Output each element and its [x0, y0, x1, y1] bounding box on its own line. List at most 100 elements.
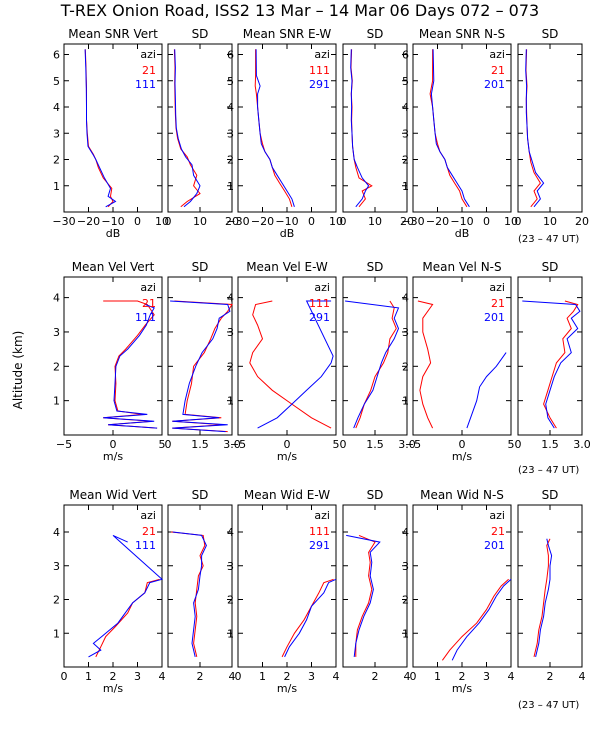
y-tick-label: 2 — [227, 594, 234, 607]
y-tick-label: 1 — [402, 627, 409, 640]
y-tick-label: 4 — [227, 526, 234, 539]
panel-title: SD — [192, 260, 209, 274]
y-tick-label: 3 — [402, 127, 409, 140]
y-tick-label: 1 — [402, 180, 409, 193]
x-tick-label: −5 — [405, 438, 421, 451]
x-tick-label: 2 — [372, 670, 379, 683]
y-tick-label: 5 — [53, 75, 60, 88]
x-axis-label: m/s — [103, 450, 123, 463]
x-tick-label: 2 — [284, 670, 291, 683]
x-tick-label: −30 — [52, 215, 75, 228]
x-tick-label: 0 — [134, 215, 141, 228]
legend-entry: 111 — [309, 64, 330, 77]
series-line-111 — [350, 49, 373, 208]
panel-14: SD 2 4 — [167, 488, 236, 683]
legend-entry: 111 — [135, 311, 156, 324]
panel-frame — [342, 276, 408, 436]
series-line-201 — [522, 300, 581, 429]
panel-title: SD — [542, 488, 559, 502]
y-tick-label: 4 — [402, 101, 409, 114]
y-tick-label: 2 — [402, 360, 409, 373]
series-line-21 — [533, 538, 551, 658]
y-tick-label: 3 — [53, 560, 60, 573]
series-line-21 — [172, 300, 233, 433]
x-tick-label: 2 — [110, 670, 117, 683]
panel-title: Mean Vel Vert — [72, 260, 155, 274]
x-tick-label: −10 — [101, 215, 124, 228]
x-tick-label: 10 — [193, 215, 207, 228]
x-axis-label: dB — [280, 227, 295, 240]
y-tick-label: 1 — [53, 395, 60, 408]
x-tick-label: 0 — [308, 215, 315, 228]
y-tick-label: 2 — [53, 360, 60, 373]
x-tick-label: 3 — [308, 670, 315, 683]
panel-frame — [342, 504, 408, 668]
x-tick-label: −20 — [77, 215, 100, 228]
legend-header: azi — [140, 281, 156, 294]
y-tick-label: 3 — [227, 560, 234, 573]
panel-title: SD — [367, 488, 384, 502]
legend-header: azi — [140, 48, 156, 61]
x-tick-label: 0 — [165, 215, 172, 228]
series-line-291 — [255, 49, 295, 207]
y-tick-label: 1 — [53, 180, 60, 193]
legend-entry: 21 — [491, 297, 505, 310]
time-note-row2: (23 – 47 UT) — [518, 465, 579, 476]
panel-frame — [342, 43, 408, 213]
panel-title: Mean SNR Vert — [68, 27, 158, 41]
x-tick-label: 0 — [61, 670, 68, 683]
panel-title: Mean Vel E-W — [246, 260, 328, 274]
series-line-291 — [345, 300, 400, 429]
series-line-201 — [466, 352, 507, 429]
legend-entry: 21 — [491, 525, 505, 538]
series-line-201 — [430, 49, 470, 208]
x-axis-label: m/s — [103, 682, 123, 695]
y-tick-label: 2 — [53, 594, 60, 607]
legend-entry: 21 — [142, 525, 156, 538]
series-line-291 — [284, 578, 337, 658]
y-tick-label: 4 — [53, 292, 60, 305]
x-tick-label: 4 — [508, 670, 515, 683]
y-tick-label: 4 — [402, 526, 409, 539]
series-line-21 — [417, 300, 434, 429]
panel-4: SD 0 10 20 — [340, 27, 415, 228]
panel-title: Mean Wid N-S — [420, 488, 504, 502]
x-tick-label: 10 — [504, 215, 518, 228]
panel-title: Mean Wid E-W — [244, 488, 330, 502]
series-line-21 — [429, 49, 468, 208]
series-line-111 — [249, 300, 332, 429]
panel-18: SD 2 4 — [517, 488, 586, 683]
y-tick-label: 3 — [402, 326, 409, 339]
x-tick-label: −20 — [251, 215, 274, 228]
x-tick-label: 20 — [400, 215, 414, 228]
panel-2: SD 0 10 20 — [165, 27, 240, 228]
x-tick-label: −10 — [275, 215, 298, 228]
series-line-21 — [95, 578, 160, 658]
series-line-111 — [174, 49, 201, 208]
legend-entry: 291 — [309, 78, 330, 91]
y-tick-label: 4 — [402, 292, 409, 305]
legend-entry: 201 — [484, 539, 505, 552]
legend-header: azi — [489, 48, 505, 61]
series-line-111 — [84, 49, 117, 208]
x-tick-label: 0 — [235, 670, 242, 683]
y-tick-label: 2 — [402, 154, 409, 167]
x-tick-label: 0 — [340, 438, 347, 451]
y-tick-label: 1 — [227, 180, 234, 193]
legend-header: azi — [489, 281, 505, 294]
x-tick-label: 4 — [404, 670, 411, 683]
legend-entry: 111 — [135, 78, 156, 91]
x-axis-label: m/s — [452, 450, 472, 463]
series-line-291 — [346, 534, 381, 657]
y-tick-label: 6 — [402, 49, 409, 62]
time-note-row1: (23 – 47 UT) — [518, 234, 579, 245]
x-tick-label: −30 — [401, 215, 424, 228]
y-tick-label: 3 — [227, 326, 234, 339]
